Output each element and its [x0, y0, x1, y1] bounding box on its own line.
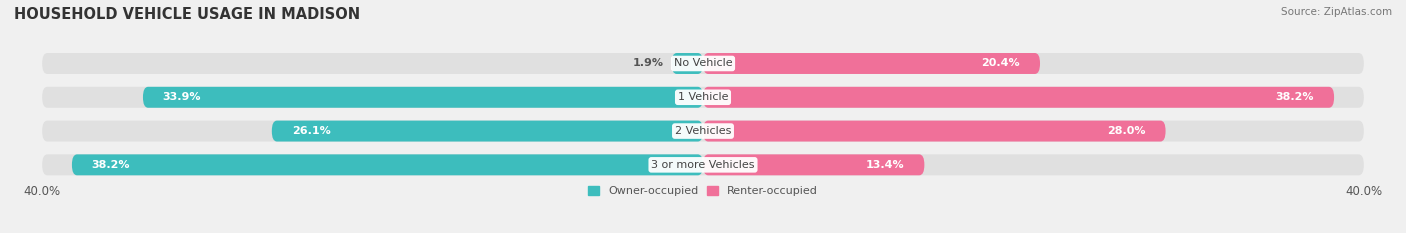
- Text: 1.9%: 1.9%: [633, 58, 664, 69]
- FancyBboxPatch shape: [703, 121, 1166, 141]
- Text: 2 Vehicles: 2 Vehicles: [675, 126, 731, 136]
- FancyBboxPatch shape: [271, 121, 703, 141]
- FancyBboxPatch shape: [42, 154, 1364, 175]
- Text: HOUSEHOLD VEHICLE USAGE IN MADISON: HOUSEHOLD VEHICLE USAGE IN MADISON: [14, 7, 360, 22]
- FancyBboxPatch shape: [703, 154, 924, 175]
- FancyBboxPatch shape: [703, 87, 1334, 108]
- Text: 28.0%: 28.0%: [1108, 126, 1146, 136]
- Text: Source: ZipAtlas.com: Source: ZipAtlas.com: [1281, 7, 1392, 17]
- FancyBboxPatch shape: [42, 53, 1364, 74]
- Text: No Vehicle: No Vehicle: [673, 58, 733, 69]
- Text: 3 or more Vehicles: 3 or more Vehicles: [651, 160, 755, 170]
- Text: 13.4%: 13.4%: [866, 160, 904, 170]
- FancyBboxPatch shape: [672, 53, 703, 74]
- FancyBboxPatch shape: [703, 53, 1040, 74]
- Text: 26.1%: 26.1%: [291, 126, 330, 136]
- Text: 20.4%: 20.4%: [981, 58, 1021, 69]
- FancyBboxPatch shape: [72, 154, 703, 175]
- Text: 1 Vehicle: 1 Vehicle: [678, 92, 728, 102]
- Legend: Owner-occupied, Renter-occupied: Owner-occupied, Renter-occupied: [588, 186, 818, 196]
- Text: 38.2%: 38.2%: [91, 160, 131, 170]
- FancyBboxPatch shape: [42, 87, 1364, 108]
- Text: 33.9%: 33.9%: [163, 92, 201, 102]
- Text: 38.2%: 38.2%: [1275, 92, 1315, 102]
- FancyBboxPatch shape: [42, 121, 1364, 141]
- FancyBboxPatch shape: [143, 87, 703, 108]
